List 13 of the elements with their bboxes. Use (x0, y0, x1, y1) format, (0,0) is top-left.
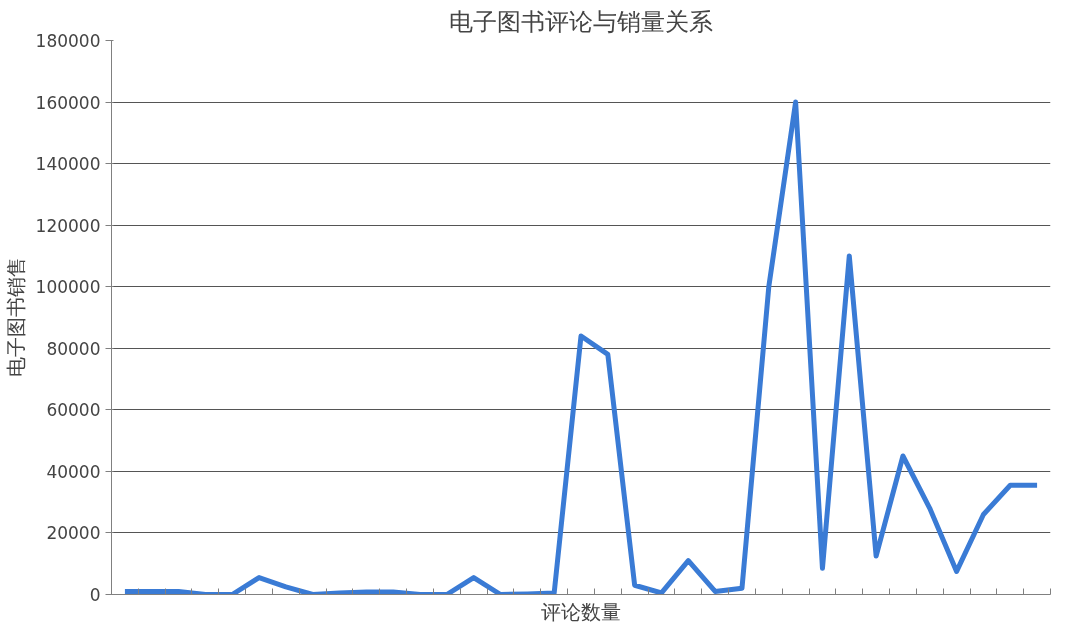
y-tick-label: 100000 (35, 277, 101, 298)
y-tick-label: 120000 (35, 215, 101, 236)
y-tick-label: 20000 (46, 523, 101, 544)
y-tick-label: 60000 (46, 400, 101, 421)
y-tick-label: 0 (89, 585, 101, 605)
y-tick-label: 40000 (46, 461, 101, 482)
y-tick-label: 180000 (35, 31, 101, 51)
x-axis-title: 评论数量 (541, 599, 621, 624)
y-tick-label: 80000 (46, 338, 101, 359)
y-axis-title: 电子图书销售 (3, 257, 28, 378)
y-tick-label: 140000 (35, 154, 101, 175)
chart-title: 电子图书评论与销量关系 (449, 7, 713, 36)
y-tick-label: 160000 (35, 92, 101, 113)
